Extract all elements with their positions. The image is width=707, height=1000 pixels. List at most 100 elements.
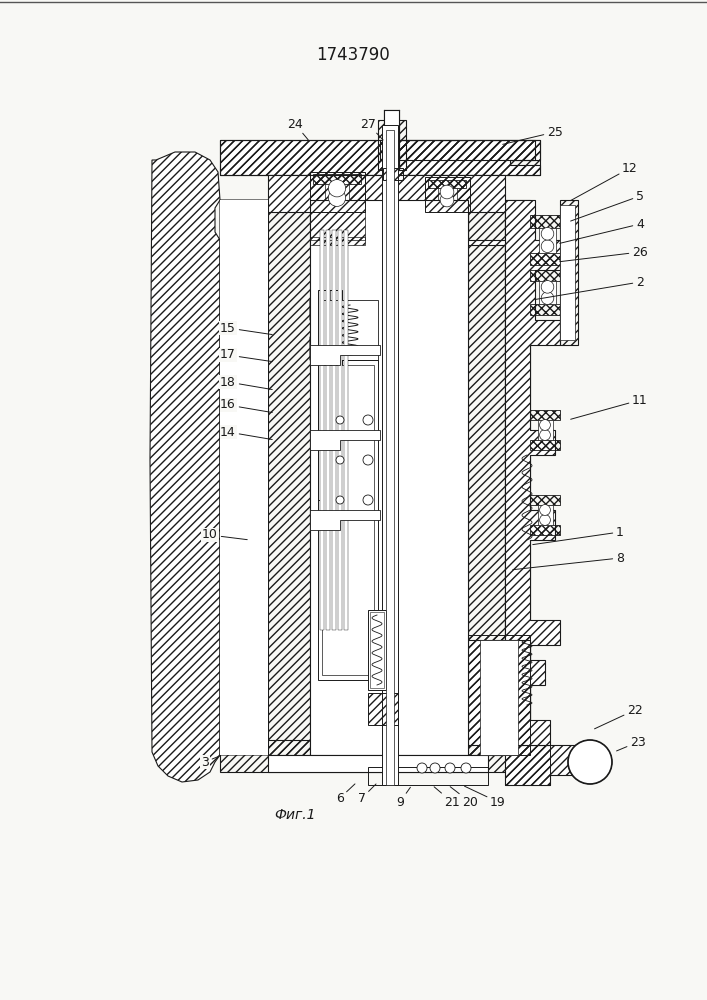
Bar (382, 125, 398, 785)
Text: 1: 1 (533, 526, 624, 545)
Bar (505, 745, 550, 785)
Circle shape (336, 456, 344, 464)
Polygon shape (505, 200, 530, 755)
Circle shape (328, 189, 346, 206)
Circle shape (461, 763, 471, 773)
Bar (378, 120, 406, 170)
Bar (368, 693, 398, 725)
Circle shape (363, 455, 373, 465)
Text: 3: 3 (201, 756, 219, 768)
Bar (268, 200, 310, 755)
Text: 12: 12 (571, 161, 638, 201)
Bar (468, 635, 530, 755)
Bar (530, 410, 560, 420)
Bar (428, 204, 466, 212)
Bar (344, 230, 348, 630)
Bar (338, 230, 342, 630)
Bar (530, 495, 560, 505)
Bar (322, 365, 374, 675)
Bar (539, 281, 556, 304)
Circle shape (541, 281, 554, 293)
Bar (220, 140, 540, 175)
Text: 19: 19 (464, 786, 506, 808)
Circle shape (541, 227, 554, 240)
Text: 14: 14 (220, 426, 272, 440)
Circle shape (541, 240, 554, 253)
Text: 6: 6 (336, 784, 355, 804)
Bar (468, 200, 505, 755)
Bar (438, 188, 457, 204)
Bar (220, 200, 268, 755)
Bar (220, 740, 540, 772)
Circle shape (541, 292, 554, 304)
Bar (322, 300, 378, 360)
Bar (530, 270, 565, 281)
Bar (428, 180, 466, 188)
Bar (368, 610, 386, 690)
Circle shape (539, 420, 551, 430)
Bar (368, 767, 488, 785)
Circle shape (417, 763, 427, 773)
Text: 22: 22 (595, 704, 643, 729)
Text: Фиг.1: Фиг.1 (274, 808, 316, 822)
Bar (480, 640, 518, 755)
Text: 15: 15 (220, 322, 272, 335)
Bar (330, 290, 340, 500)
Circle shape (445, 763, 455, 773)
Polygon shape (220, 140, 540, 175)
Bar (539, 228, 556, 252)
Text: 4: 4 (560, 218, 644, 243)
Text: 18: 18 (220, 375, 272, 390)
Bar (268, 755, 488, 772)
Circle shape (539, 430, 551, 440)
Circle shape (430, 763, 440, 773)
Text: 11: 11 (571, 393, 648, 419)
Bar (326, 230, 330, 630)
Bar (383, 168, 403, 180)
Bar (560, 200, 578, 345)
Text: 16: 16 (220, 398, 272, 413)
Text: 20: 20 (450, 787, 478, 808)
Bar (318, 360, 378, 680)
Polygon shape (310, 345, 380, 365)
Text: 7: 7 (358, 784, 376, 804)
Polygon shape (505, 745, 600, 785)
Circle shape (440, 193, 454, 207)
Text: 26: 26 (560, 245, 648, 262)
Circle shape (363, 415, 373, 425)
Bar (386, 130, 394, 785)
Bar (530, 440, 560, 450)
Bar (310, 237, 365, 245)
Text: 17: 17 (220, 349, 272, 362)
Bar (537, 420, 552, 440)
Polygon shape (468, 640, 550, 745)
Bar (318, 290, 342, 500)
Text: 25: 25 (503, 125, 563, 144)
Bar (530, 252, 565, 265)
Bar (530, 304, 565, 315)
Bar (310, 172, 365, 212)
Bar (384, 110, 399, 170)
Bar (530, 525, 560, 535)
Text: 1743790: 1743790 (316, 46, 390, 64)
Bar (425, 177, 470, 212)
Bar (530, 215, 565, 228)
Circle shape (336, 416, 344, 424)
Text: 10: 10 (202, 528, 247, 542)
Polygon shape (310, 300, 380, 360)
Text: 23: 23 (617, 736, 646, 751)
Bar (537, 505, 552, 525)
Text: 24: 24 (287, 117, 308, 140)
Bar (313, 174, 361, 184)
Circle shape (328, 180, 346, 197)
Circle shape (568, 740, 612, 784)
Circle shape (363, 495, 373, 505)
Bar (560, 205, 575, 340)
Text: 2: 2 (534, 275, 644, 300)
Bar (313, 202, 361, 212)
Bar (325, 184, 349, 202)
Bar (320, 230, 324, 630)
Text: 8: 8 (513, 552, 624, 570)
Bar (310, 200, 468, 755)
Text: 5: 5 (571, 190, 644, 221)
